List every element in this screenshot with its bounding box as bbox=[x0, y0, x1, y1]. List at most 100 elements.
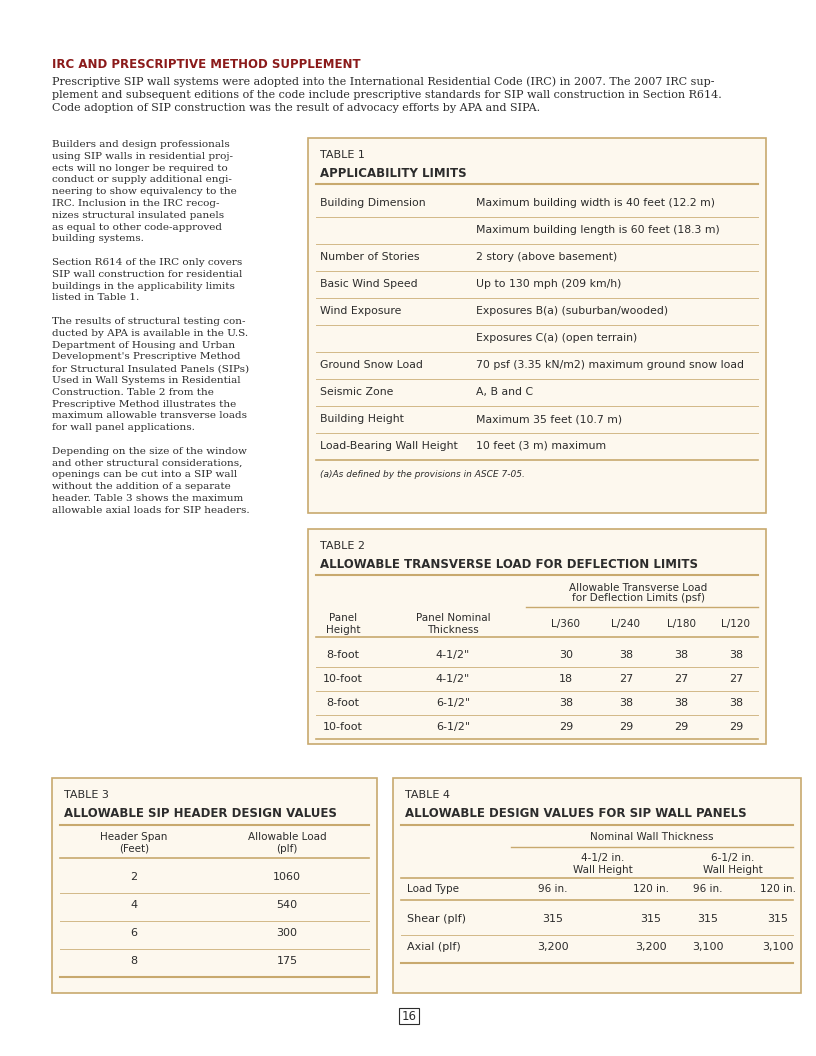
Text: Maximum building length is 60 feet (18.3 m): Maximum building length is 60 feet (18.3… bbox=[476, 225, 720, 235]
Text: 38: 38 bbox=[674, 698, 688, 708]
Text: 29: 29 bbox=[674, 722, 688, 732]
Text: Builders and design professionals: Builders and design professionals bbox=[52, 140, 230, 149]
Text: Department of Housing and Urban: Department of Housing and Urban bbox=[52, 341, 235, 350]
Text: 2: 2 bbox=[131, 872, 138, 882]
Text: IRC. Inclusion in the IRC recog-: IRC. Inclusion in the IRC recog- bbox=[52, 199, 220, 208]
Text: L/180: L/180 bbox=[667, 619, 695, 629]
Text: ALLOWABLE DESIGN VALUES FOR SIP WALL PANELS: ALLOWABLE DESIGN VALUES FOR SIP WALL PAN… bbox=[405, 807, 747, 821]
Text: neering to show equivalency to the: neering to show equivalency to the bbox=[52, 187, 237, 196]
Text: 38: 38 bbox=[619, 650, 633, 660]
Text: Panel
Height: Panel Height bbox=[326, 612, 360, 635]
Text: 18: 18 bbox=[559, 674, 573, 684]
Text: ects will no longer be required to: ects will no longer be required to bbox=[52, 164, 228, 172]
Text: 8: 8 bbox=[131, 956, 138, 966]
Text: 3,100: 3,100 bbox=[692, 942, 724, 953]
Text: 96 in.: 96 in. bbox=[694, 884, 723, 894]
Text: 4: 4 bbox=[131, 900, 138, 910]
Text: 38: 38 bbox=[729, 698, 743, 708]
Text: 29: 29 bbox=[559, 722, 573, 732]
Text: Allowable Load
(plf): Allowable Load (plf) bbox=[248, 832, 326, 853]
Text: Shear (plf): Shear (plf) bbox=[407, 914, 466, 924]
Text: 38: 38 bbox=[559, 698, 573, 708]
Text: Maximum 35 feet (10.7 m): Maximum 35 feet (10.7 m) bbox=[476, 414, 622, 425]
Text: APPLICABILITY LIMITS: APPLICABILITY LIMITS bbox=[320, 167, 467, 180]
Text: TABLE 2: TABLE 2 bbox=[320, 541, 365, 551]
Text: using SIP walls in residential proj-: using SIP walls in residential proj- bbox=[52, 152, 233, 161]
FancyBboxPatch shape bbox=[308, 529, 766, 744]
Text: Section R614 of the IRC only covers: Section R614 of the IRC only covers bbox=[52, 258, 242, 267]
FancyBboxPatch shape bbox=[393, 778, 801, 993]
Text: SIP wall construction for residential: SIP wall construction for residential bbox=[52, 269, 242, 279]
Text: listed in Table 1.: listed in Table 1. bbox=[52, 294, 140, 302]
Text: 300: 300 bbox=[277, 928, 298, 938]
Text: 120 in.: 120 in. bbox=[633, 884, 669, 894]
Text: Load-Bearing Wall Height: Load-Bearing Wall Height bbox=[320, 441, 458, 451]
Text: 175: 175 bbox=[277, 956, 298, 966]
Text: 315: 315 bbox=[543, 914, 564, 924]
Text: Basic Wind Speed: Basic Wind Speed bbox=[320, 279, 418, 289]
Text: ducted by APA is available in the U.S.: ducted by APA is available in the U.S. bbox=[52, 328, 248, 338]
Text: Maximum building width is 40 feet (12.2 m): Maximum building width is 40 feet (12.2 … bbox=[476, 199, 715, 208]
Text: 6-1/2": 6-1/2" bbox=[436, 722, 470, 732]
Text: TABLE 4: TABLE 4 bbox=[405, 790, 450, 800]
Text: ALLOWABLE TRANSVERSE LOAD FOR DEFLECTION LIMITS: ALLOWABLE TRANSVERSE LOAD FOR DEFLECTION… bbox=[320, 558, 698, 571]
Text: Prescriptive SIP wall systems were adopted into the International Residential Co: Prescriptive SIP wall systems were adopt… bbox=[52, 76, 715, 87]
Text: nizes structural insulated panels: nizes structural insulated panels bbox=[52, 211, 224, 220]
Text: 4-1/2": 4-1/2" bbox=[436, 650, 470, 660]
Text: 6: 6 bbox=[131, 928, 138, 938]
Text: IRC AND PRESCRIPTIVE METHOD SUPPLEMENT: IRC AND PRESCRIPTIVE METHOD SUPPLEMENT bbox=[52, 58, 361, 71]
Text: 10 feet (3 m) maximum: 10 feet (3 m) maximum bbox=[476, 441, 606, 451]
Text: Development's Prescriptive Method: Development's Prescriptive Method bbox=[52, 353, 241, 361]
Text: without the addition of a separate: without the addition of a separate bbox=[52, 483, 231, 491]
Text: 8-foot: 8-foot bbox=[326, 698, 360, 708]
Text: Seismic Zone: Seismic Zone bbox=[320, 386, 393, 397]
Text: L/120: L/120 bbox=[721, 619, 751, 629]
Text: Nominal Wall Thickness: Nominal Wall Thickness bbox=[590, 832, 714, 842]
FancyBboxPatch shape bbox=[52, 778, 377, 993]
Text: Building Height: Building Height bbox=[320, 414, 404, 425]
Text: 6-1/2": 6-1/2" bbox=[436, 698, 470, 708]
Text: Exposures C(a) (open terrain): Exposures C(a) (open terrain) bbox=[476, 333, 637, 343]
Text: L/240: L/240 bbox=[611, 619, 641, 629]
Text: 3,200: 3,200 bbox=[537, 942, 569, 953]
Text: Wind Exposure: Wind Exposure bbox=[320, 306, 401, 316]
Text: 10-foot: 10-foot bbox=[323, 674, 363, 684]
Text: 540: 540 bbox=[277, 900, 298, 910]
Text: plement and subsequent editions of the code include prescriptive standards for S: plement and subsequent editions of the c… bbox=[52, 90, 721, 99]
Text: 2 story (above basement): 2 story (above basement) bbox=[476, 252, 617, 262]
Text: allowable axial loads for SIP headers.: allowable axial loads for SIP headers. bbox=[52, 506, 250, 514]
Text: Construction. Table 2 from the: Construction. Table 2 from the bbox=[52, 388, 214, 397]
Text: for Deflection Limits (psf): for Deflection Limits (psf) bbox=[571, 593, 704, 603]
Text: 27: 27 bbox=[619, 674, 633, 684]
Text: 4-1/2 in.
Wall Height: 4-1/2 in. Wall Height bbox=[573, 853, 633, 874]
Text: Ground Snow Load: Ground Snow Load bbox=[320, 360, 423, 370]
Text: (a)As defined by the provisions in ASCE 7-05.: (a)As defined by the provisions in ASCE … bbox=[320, 470, 525, 479]
Text: 4-1/2": 4-1/2" bbox=[436, 674, 470, 684]
Text: 6-1/2 in.
Wall Height: 6-1/2 in. Wall Height bbox=[703, 853, 763, 874]
Text: Depending on the size of the window: Depending on the size of the window bbox=[52, 447, 247, 456]
Text: 27: 27 bbox=[674, 674, 688, 684]
Text: maximum allowable transverse loads: maximum allowable transverse loads bbox=[52, 412, 247, 420]
Text: 315: 315 bbox=[641, 914, 662, 924]
Text: and other structural considerations,: and other structural considerations, bbox=[52, 458, 242, 468]
Text: TABLE 3: TABLE 3 bbox=[64, 790, 109, 800]
Text: 315: 315 bbox=[698, 914, 719, 924]
Text: 120 in.: 120 in. bbox=[760, 884, 796, 894]
Text: 315: 315 bbox=[768, 914, 788, 924]
Text: 16: 16 bbox=[401, 1010, 416, 1022]
Text: Exposures B(a) (suburban/wooded): Exposures B(a) (suburban/wooded) bbox=[476, 306, 668, 316]
Text: Header Span
(Feet): Header Span (Feet) bbox=[100, 832, 167, 853]
Text: header. Table 3 shows the maximum: header. Table 3 shows the maximum bbox=[52, 494, 243, 503]
Text: 70 psf (3.35 kN/m2) maximum ground snow load: 70 psf (3.35 kN/m2) maximum ground snow … bbox=[476, 360, 744, 370]
Text: 29: 29 bbox=[619, 722, 633, 732]
Text: building systems.: building systems. bbox=[52, 234, 144, 243]
Text: Load Type: Load Type bbox=[407, 884, 459, 894]
Text: 38: 38 bbox=[619, 698, 633, 708]
Text: 27: 27 bbox=[729, 674, 743, 684]
Text: Code adoption of SIP construction was the result of advocacy efforts by APA and : Code adoption of SIP construction was th… bbox=[52, 103, 540, 113]
Text: Axial (plf): Axial (plf) bbox=[407, 942, 461, 953]
Text: Number of Stories: Number of Stories bbox=[320, 252, 419, 262]
Text: 38: 38 bbox=[674, 650, 688, 660]
Text: openings can be cut into a SIP wall: openings can be cut into a SIP wall bbox=[52, 470, 237, 479]
Text: The results of structural testing con-: The results of structural testing con- bbox=[52, 317, 246, 326]
